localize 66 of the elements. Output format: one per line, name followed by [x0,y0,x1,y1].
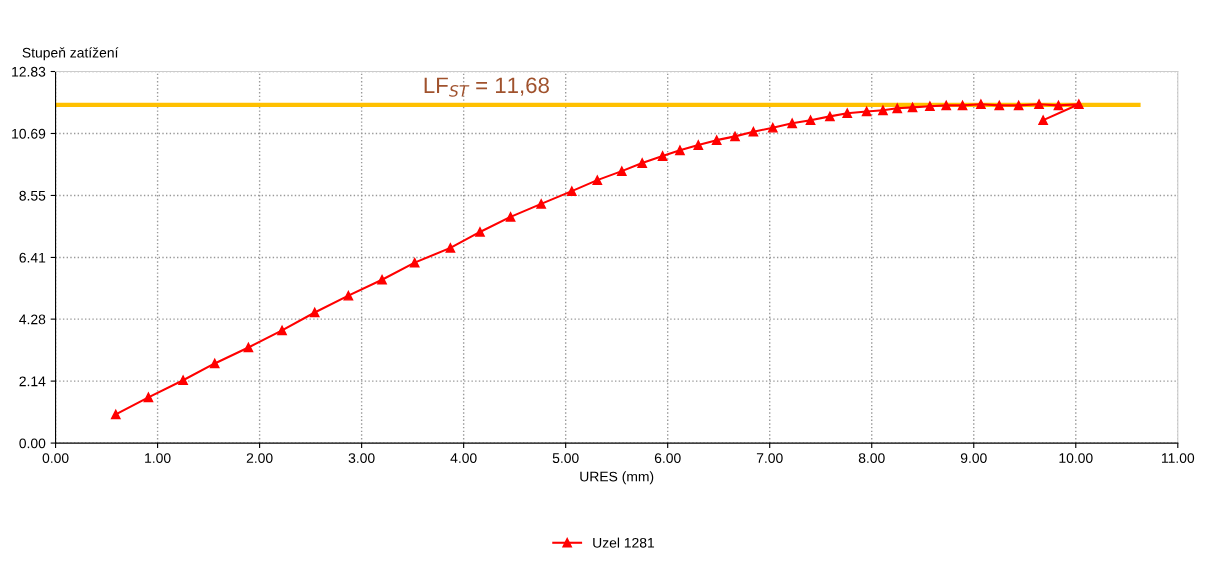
y-axis-title: Stupeň zatížení [22,47,119,61]
point [925,101,935,112]
x-axis-title: URES (mm) [580,471,654,485]
point [976,99,986,110]
x-tick-label: 5.00 [552,453,579,464]
point [730,131,740,142]
point [277,325,287,336]
point [994,100,1005,111]
point [693,140,704,150]
point [409,257,420,268]
point [637,158,648,168]
point [209,358,220,369]
point [143,392,154,403]
y-tick-label: 8.55 [19,190,46,201]
point [566,186,577,196]
point [657,151,668,161]
point [907,102,918,113]
point [309,307,320,318]
ref-line-label: LF$_{ST}$ = 11,68 [424,77,549,97]
x-tick-label: 6.00 [654,453,681,464]
x-tick-label: 8.00 [858,453,885,464]
point [377,274,387,285]
y-tick-label: 0.00 [19,438,46,449]
point [1053,100,1064,111]
y-tick-label: 4.28 [19,314,46,325]
x-tick-label: 7.00 [756,453,783,464]
point [787,118,798,129]
point [475,227,485,237]
point [878,105,888,116]
y-tick-label: 6.41 [19,252,46,263]
point [343,290,354,301]
point [445,243,456,253]
point [243,342,254,353]
x-tick-label: 4.00 [450,453,477,464]
point [616,166,627,176]
x-tick-label: 1.00 [145,453,171,464]
point [825,111,835,122]
legend-label: Uzel 1281 [593,537,655,548]
point [711,135,722,146]
point [892,103,903,114]
y-tick-label: 12.83 [12,66,46,77]
point [675,145,685,156]
point [941,100,952,111]
point [861,106,872,117]
point [957,100,968,111]
point [767,122,778,133]
x-tick-label: 0.00 [42,453,69,464]
point [1073,99,1084,110]
point [536,198,547,209]
point [1038,115,1048,126]
point [748,126,759,137]
y-tick-label: 10.69 [12,128,46,139]
point [592,175,603,185]
x-tick-label: 2.00 [246,453,273,464]
point [805,115,816,126]
x-tick-label: 9.00 [960,453,987,464]
x-tick-label: 3.00 [348,453,375,464]
y-tick-label: 2.14 [19,376,46,387]
point [1034,99,1044,110]
x-tick-label: 11.00 [1161,453,1195,464]
point [505,212,516,222]
x-tick-label: 10.00 [1059,453,1093,464]
point [110,409,121,420]
point [842,108,853,119]
point [178,375,188,386]
point [1013,100,1024,111]
